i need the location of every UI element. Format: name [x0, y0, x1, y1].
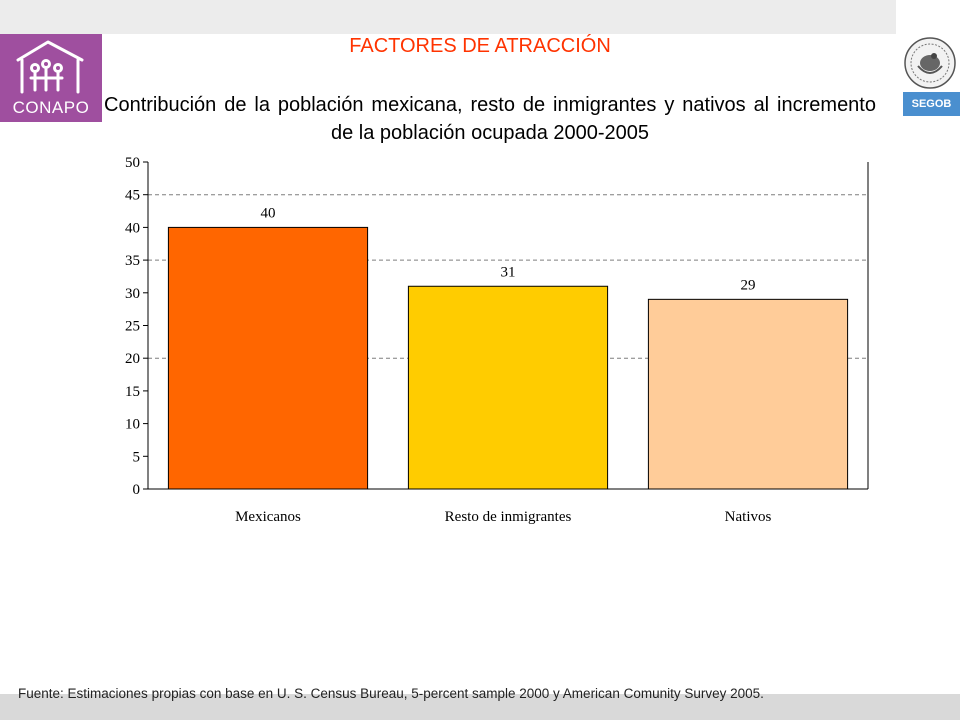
- x-axis-labels: Mexicanos Resto de inmigrantes Nativos: [235, 509, 771, 525]
- house-icon: [16, 40, 84, 94]
- x-tick-label: Resto de inmigrantes: [445, 509, 572, 525]
- y-tick-label: 25: [125, 319, 140, 335]
- bar-mexicanos: [167, 226, 369, 490]
- y-tick-label: 40: [125, 220, 140, 236]
- y-tick-label: 10: [125, 417, 140, 433]
- y-tick-label: 50: [125, 155, 140, 171]
- slide-heading: FACTORES DE ATRACCIÓN: [349, 35, 611, 57]
- chart-title: Contribución de la población mexicana, r…: [104, 94, 876, 144]
- data-label: 40: [261, 205, 276, 221]
- right-strip: [896, 0, 960, 720]
- y-tick-label: 45: [125, 188, 140, 204]
- segob-badge: SEGOB: [903, 92, 960, 116]
- eagle-seal-icon: [904, 37, 956, 89]
- conapo-logo-text: CONAPO: [12, 98, 90, 117]
- source-note: Fuente: Estimaciones propias con base en…: [18, 686, 764, 701]
- y-tick-label: 0: [133, 482, 141, 498]
- y-tick-label: 20: [125, 351, 140, 367]
- x-tick-label: Nativos: [725, 509, 772, 525]
- bars: [167, 226, 849, 490]
- bottom-bar: [0, 694, 960, 720]
- bar-chart: 0 5 10 15 20 25 30 35 40 45 50 40 31 29 Mexicanos Res…: [125, 155, 869, 525]
- y-tick-label: 15: [125, 384, 140, 400]
- bar-resto-de-inmigrantes: [407, 285, 609, 490]
- data-label: 31: [501, 264, 516, 280]
- data-labels: 40 31 29: [261, 205, 756, 293]
- bar-nativos: [647, 298, 849, 490]
- x-tick-label: Mexicanos: [235, 509, 301, 525]
- data-label: 29: [741, 277, 756, 293]
- y-axis-ticks: 0 5 10 15 20 25 30 35 40 45 50: [125, 155, 148, 498]
- y-tick-label: 5: [133, 449, 141, 465]
- conapo-logo: CONAPO: [0, 34, 102, 122]
- y-tick-label: 35: [125, 253, 140, 269]
- top-bar: [0, 0, 896, 34]
- y-tick-label: 30: [125, 286, 140, 302]
